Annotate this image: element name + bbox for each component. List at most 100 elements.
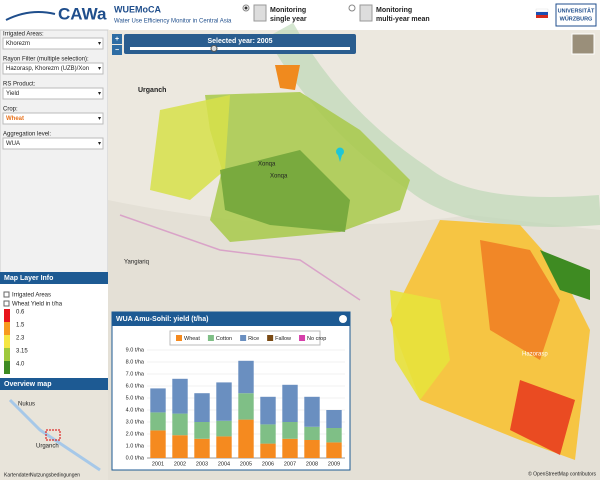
mode-multi-2[interactable]: multi-year mean	[376, 16, 430, 23]
y-tick-label: 8.0 t/ha	[126, 359, 145, 365]
field-label: RS Product:	[3, 82, 36, 88]
dropdown-value: WUA	[6, 141, 20, 147]
dropdown[interactable]	[2, 137, 104, 150]
dropdown[interactable]	[2, 112, 104, 125]
legend-swatch	[240, 335, 247, 341]
legend-swatch	[4, 348, 10, 361]
overview-map	[0, 390, 108, 480]
mode-single-2[interactable]: single year	[270, 16, 307, 23]
legend-swatch	[176, 335, 182, 341]
zoom-in[interactable]	[112, 34, 122, 44]
attribution[interactable]: © OpenStreetMap contributors	[528, 470, 596, 477]
legend-label: No crop	[307, 336, 326, 342]
map-place: Xonqa	[258, 162, 276, 168]
bar-segment	[150, 430, 166, 458]
flag[interactable]	[535, 8, 549, 13]
radio-multi[interactable]	[348, 4, 356, 12]
y-tick-label: 1.0 t/ha	[126, 443, 145, 449]
layer-name: Wheat Yield in t/ha	[12, 302, 63, 308]
legend-label: 4.0	[16, 362, 25, 368]
y-tick-label: 7.0 t/ha	[126, 371, 145, 377]
map-place: Yangiariq	[124, 260, 149, 266]
x-tick-label: 2002	[174, 461, 186, 467]
legend-swatch	[267, 335, 274, 341]
fields: Irrigated Areas: Khorezm ▾ Rayon Filter (mu…	[2, 32, 104, 150]
yield-area	[275, 65, 300, 90]
legend-label: Fallow	[275, 336, 291, 342]
zoom-out-icon: −	[115, 47, 119, 54]
bar-segment	[216, 436, 232, 458]
legend-swatch	[4, 361, 10, 374]
chart: 0.0 t/ha 1.0 t/ha 2.0 t/ha 3.0 t/ha 4.0 t/ha…	[126, 335, 345, 467]
overview-footer[interactable]: Kartendaten	[4, 472, 31, 478]
mode-multi-1[interactable]: Monitoring	[376, 7, 412, 14]
checkbox[interactable]	[3, 291, 10, 298]
app-name: WUEMoCA	[114, 4, 161, 14]
legend-label: Wheat	[184, 336, 200, 342]
legend-swatch	[207, 335, 214, 341]
legend-label: 3.15	[16, 349, 28, 355]
header	[0, 0, 600, 30]
checkbox[interactable]	[3, 300, 10, 307]
bar-segment	[150, 388, 166, 413]
map-road	[119, 214, 361, 301]
field-label: Rayon Filter (multiple selection):	[3, 57, 89, 63]
map-place: Hazorasp	[522, 352, 548, 358]
x-tick-label: 2004	[218, 461, 230, 467]
yield-area	[220, 150, 350, 232]
overview-place: Nukus	[18, 402, 35, 408]
map-place: Xonqa	[270, 174, 288, 180]
dropdown[interactable]	[2, 62, 104, 75]
map-marker[interactable]	[336, 147, 344, 162]
bar-segment	[150, 412, 166, 431]
radio-dot	[244, 6, 248, 10]
bar-segment	[326, 410, 342, 428]
legend-label: Cotton	[216, 336, 232, 342]
legend-label: 1.5	[16, 323, 25, 329]
bar-segment	[194, 393, 210, 422]
legend-label: 0.6	[16, 310, 25, 316]
dropdown-arrow: ▾	[98, 66, 101, 72]
mode-single-1[interactable]: Monitoring	[270, 7, 306, 14]
bar-segment	[238, 419, 254, 458]
panel-header	[0, 272, 108, 284]
slider-handle[interactable]	[210, 45, 218, 52]
bar-segment	[216, 420, 232, 437]
layer-info-title: Map Layer Info	[4, 275, 53, 282]
dropdown-arrow: ▾	[98, 116, 101, 122]
slider-track[interactable]	[130, 47, 350, 50]
bar-segment	[260, 443, 276, 458]
bar-segment	[194, 422, 210, 439]
bar-segment	[326, 428, 342, 443]
uni-1: UNIVERSITÄT	[558, 7, 595, 14]
overview-footer[interactable]: Nutzungsbedingungen	[30, 472, 80, 478]
map-vegetation	[266, 22, 600, 227]
y-tick-label: 5.0 t/ha	[126, 395, 145, 401]
dropdown-value: Wheat	[6, 116, 24, 122]
uni-logo	[555, 3, 597, 27]
dropdown-arrow: ▾	[98, 41, 101, 47]
bar-segment	[172, 435, 188, 458]
legend-swatch	[4, 309, 10, 322]
popup-title: WUA Amu-Sohil: yield (t/ha)	[116, 316, 208, 323]
basemap-switch[interactable]	[571, 33, 595, 55]
x-tick-label: 2009	[328, 461, 340, 467]
dropdown-value: Yield	[6, 91, 19, 97]
zoom-out[interactable]	[112, 45, 122, 55]
bar-segment	[194, 438, 210, 458]
field-label: Crop:	[3, 107, 18, 113]
popup-header	[112, 312, 350, 326]
popup-close[interactable]	[339, 315, 347, 323]
bar-segment	[172, 378, 188, 414]
icon-single	[253, 4, 267, 22]
x-tick-label: 2006	[262, 461, 274, 467]
dropdown[interactable]	[2, 37, 104, 50]
yield-area	[150, 95, 230, 200]
legend-label: 2.3	[16, 336, 25, 342]
bar-segment	[282, 384, 298, 422]
icon-multi	[359, 4, 373, 22]
x-tick-label: 2007	[284, 461, 296, 467]
yield-area	[510, 380, 575, 455]
dropdown[interactable]	[2, 87, 104, 100]
bar-segment	[282, 438, 298, 458]
